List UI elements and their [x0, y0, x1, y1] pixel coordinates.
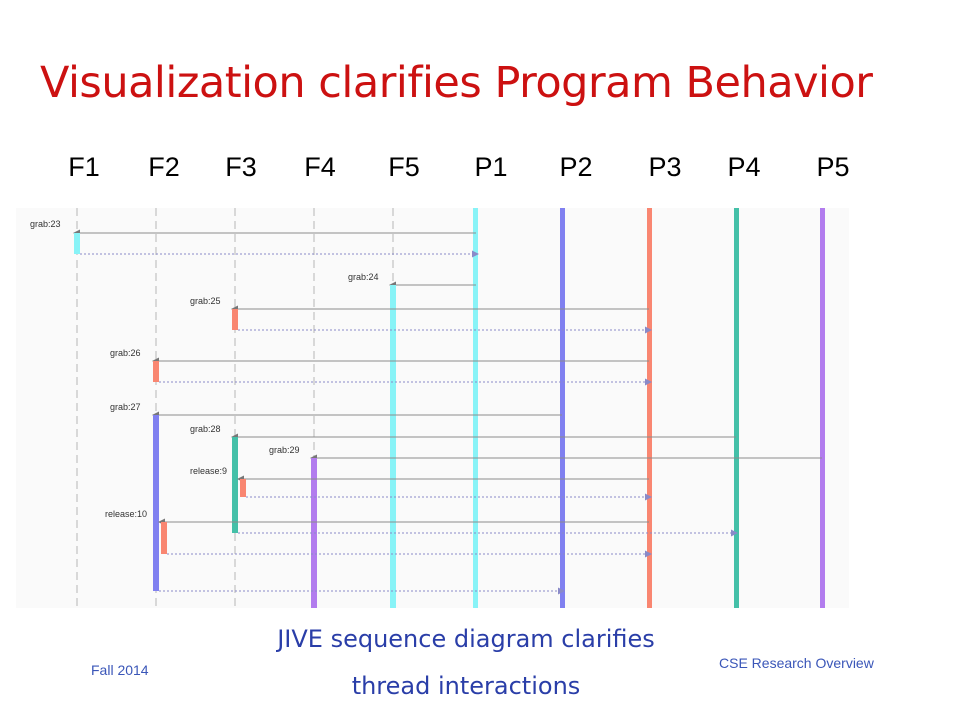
column-label-f1: F1	[68, 152, 100, 182]
lifeline-p3	[647, 208, 652, 608]
lifeline-p4	[734, 208, 739, 608]
column-label-p1: P1	[474, 152, 508, 182]
caption-line-1: JIVE sequence diagram clarifies	[277, 625, 655, 653]
message-label-grab-29: grab:29	[269, 445, 300, 455]
message-label-grab-26: grab:26	[110, 348, 141, 358]
activation-f3-grab-28	[232, 437, 238, 533]
sequence-diagram-canvas: grab:23 grab:24 grab:25 grab:26 grab:27 …	[30, 208, 825, 608]
footer-date: Fall 2014	[91, 662, 149, 678]
activation-f3-grab-25	[232, 309, 238, 330]
slide-title: Visualization clarifies Program Behavior	[40, 58, 873, 108]
column-label-f3: F3	[225, 152, 257, 182]
message-label-grab-27: grab:27	[110, 402, 141, 412]
column-label-p2: P2	[559, 152, 593, 182]
caption-line-2: thread interactions	[351, 672, 581, 700]
lifeline-p2	[560, 208, 565, 608]
message-label-grab-23: grab:23	[30, 219, 61, 229]
message-label-release-9: release:9	[190, 466, 227, 476]
activation-f5	[390, 285, 396, 608]
column-label-p3: P3	[648, 152, 682, 182]
activation-f3-release-9	[240, 479, 246, 497]
lifeline-p5	[820, 208, 825, 608]
column-label-p5: P5	[816, 152, 850, 182]
activation-f2-grab-27	[153, 415, 159, 591]
sequence-diagram: grab:23 grab:24 grab:25 grab:26 grab:27 …	[16, 208, 849, 608]
activation-f1	[74, 233, 80, 254]
activation-f2-release-10	[161, 522, 167, 554]
activation-f2-grab-26	[153, 361, 159, 382]
message-label-grab-24: grab:24	[348, 272, 379, 282]
message-label-grab-25: grab:25	[190, 296, 221, 306]
column-label-p4: P4	[727, 152, 761, 182]
column-label-f2: F2	[148, 152, 180, 182]
column-label-f5: F5	[388, 152, 420, 182]
footer-title: CSE Research Overview	[719, 655, 874, 671]
lifeline-p1	[473, 208, 478, 608]
column-label-f4: F4	[304, 152, 336, 182]
message-label-release-10: release:10	[105, 509, 147, 519]
message-label-grab-28: grab:28	[190, 424, 221, 434]
